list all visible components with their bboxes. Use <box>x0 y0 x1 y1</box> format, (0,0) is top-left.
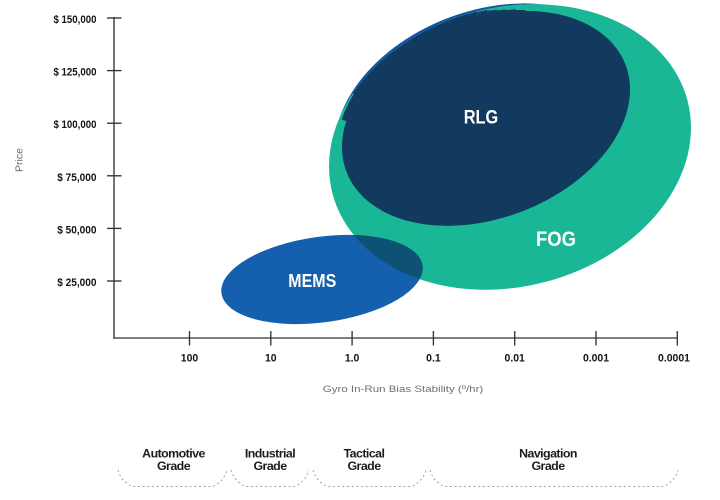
svg-text:0.1: 0.1 <box>426 353 441 365</box>
svg-text:RLG: RLG <box>464 107 499 128</box>
svg-text:$ 75,000: $ 75,000 <box>57 172 96 184</box>
svg-text:FOG: FOG <box>536 228 576 251</box>
svg-text:Price: Price <box>14 148 26 172</box>
svg-text:Gyro In-Run Bias Stability (º/: Gyro In-Run Bias Stability (º/hr) <box>323 384 484 395</box>
svg-text:0.001: 0.001 <box>583 353 609 365</box>
svg-text:Grade: Grade <box>347 459 381 473</box>
svg-text:100: 100 <box>181 353 198 365</box>
svg-text:$ 150,000: $ 150,000 <box>54 14 97 26</box>
svg-text:Grade: Grade <box>253 459 287 473</box>
svg-text:$ 125,000: $ 125,000 <box>54 67 97 79</box>
svg-text:Industrial: Industrial <box>245 447 295 461</box>
svg-text:Grade: Grade <box>531 459 565 473</box>
svg-text:1.0: 1.0 <box>345 353 360 365</box>
svg-text:Automotive: Automotive <box>142 447 205 461</box>
svg-text:Tactical: Tactical <box>344 447 385 461</box>
svg-text:0.01: 0.01 <box>505 353 525 365</box>
svg-text:10: 10 <box>265 353 277 365</box>
svg-text:$ 25,000: $ 25,000 <box>57 277 96 289</box>
svg-text:$ 100,000: $ 100,000 <box>54 119 97 131</box>
svg-text:$ 50,000: $ 50,000 <box>57 224 96 236</box>
svg-text:MEMS: MEMS <box>288 270 336 291</box>
svg-text:Grade: Grade <box>157 459 191 473</box>
svg-text:0.0001: 0.0001 <box>658 353 690 365</box>
svg-text:Navigation: Navigation <box>519 447 577 461</box>
